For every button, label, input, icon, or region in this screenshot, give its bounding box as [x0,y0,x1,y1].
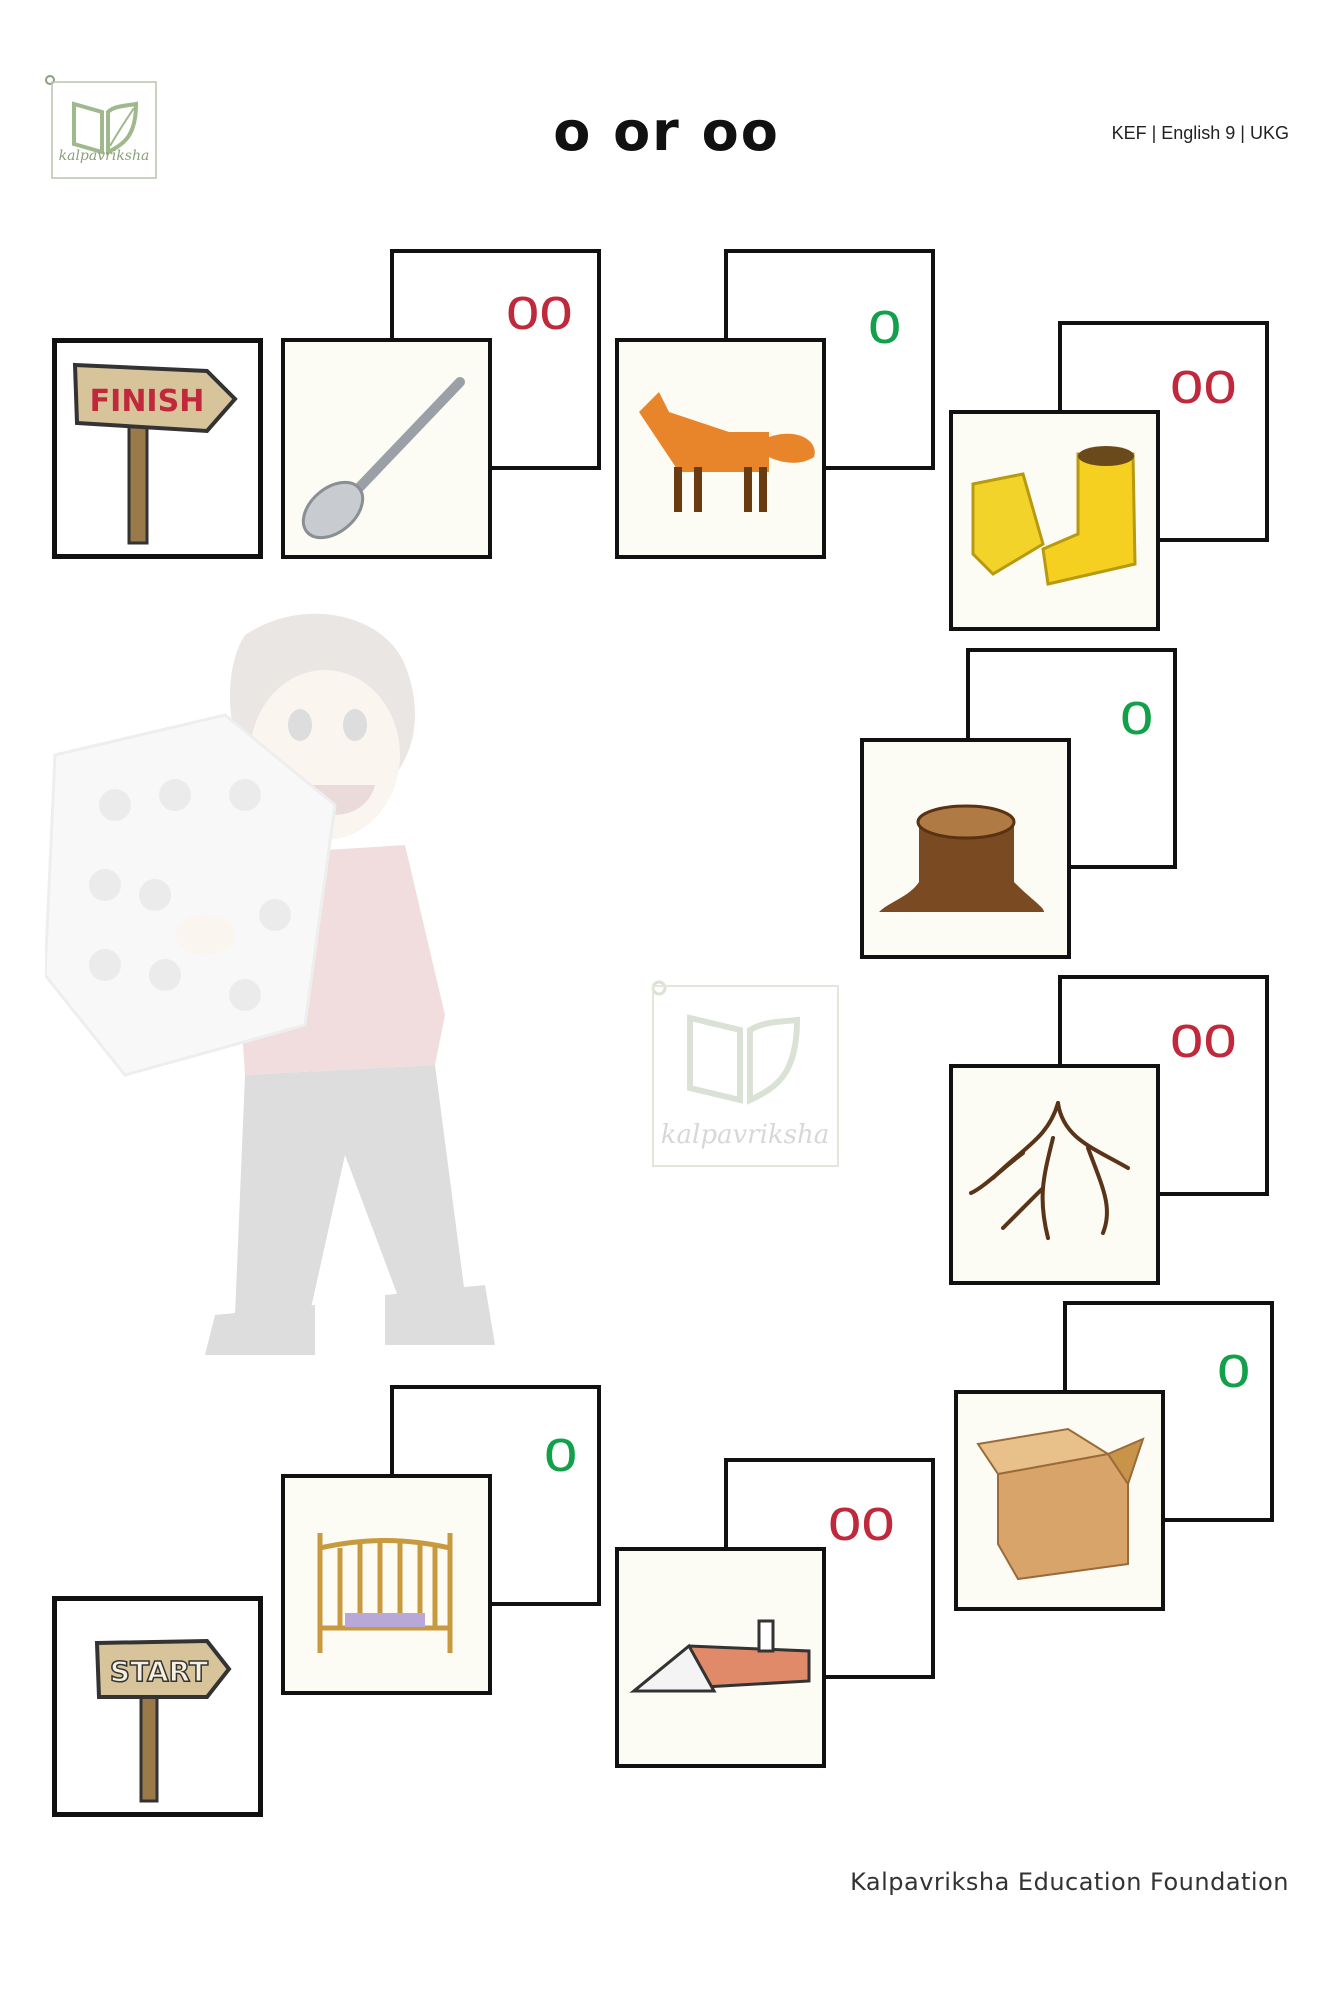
boy-with-dice-watermark [43,595,605,1395]
picture-card-roots [949,1064,1160,1285]
answer-8: o [544,1417,578,1484]
worksheet-code: KEF | English 9 | UKG [1111,123,1289,143]
roof-icon [629,1619,811,1693]
kef-logo [44,74,164,186]
picture-card-stump [860,738,1071,959]
picture-card-fox [615,338,826,559]
center-watermark-logo: kalpavriksha [645,978,845,1183]
answer-3: oo [1170,349,1237,416]
picture-card-boots [949,410,1160,631]
start-label: START [110,1655,208,1688]
cardboard-box-icon [976,1427,1145,1581]
answer-7: oo [828,1486,895,1553]
footer-text: Kalpavriksha Education Foundation [850,1868,1289,1896]
finish-sign-icon: FINISH [72,362,238,545]
answer-5: oo [1170,1003,1237,1070]
answer-2: o [868,289,902,356]
logo-wordmark: kalpavriksha [58,148,150,164]
fox-icon [639,392,815,512]
boots-icon [971,446,1137,586]
finish-label: FINISH [90,384,205,419]
picture-card-spoon [281,338,492,559]
tree-stump-icon [879,804,1044,912]
page-title: o or oo [553,100,780,163]
spoon-icon [301,377,465,540]
finish-square: FINISH [52,338,263,559]
start-sign-icon: START [94,1638,232,1803]
answer-6: o [1217,1333,1251,1400]
picture-card-box [954,1390,1165,1611]
picture-card-cot [281,1474,492,1695]
answer-1: oo [506,275,573,342]
answer-4: o [1120,680,1154,747]
roots-icon [969,1101,1130,1240]
start-square: START [52,1596,263,1817]
baby-cot-icon [317,1533,453,1653]
watermark-logo-text: kalpavriksha [661,1120,830,1150]
picture-card-roof [615,1547,826,1768]
